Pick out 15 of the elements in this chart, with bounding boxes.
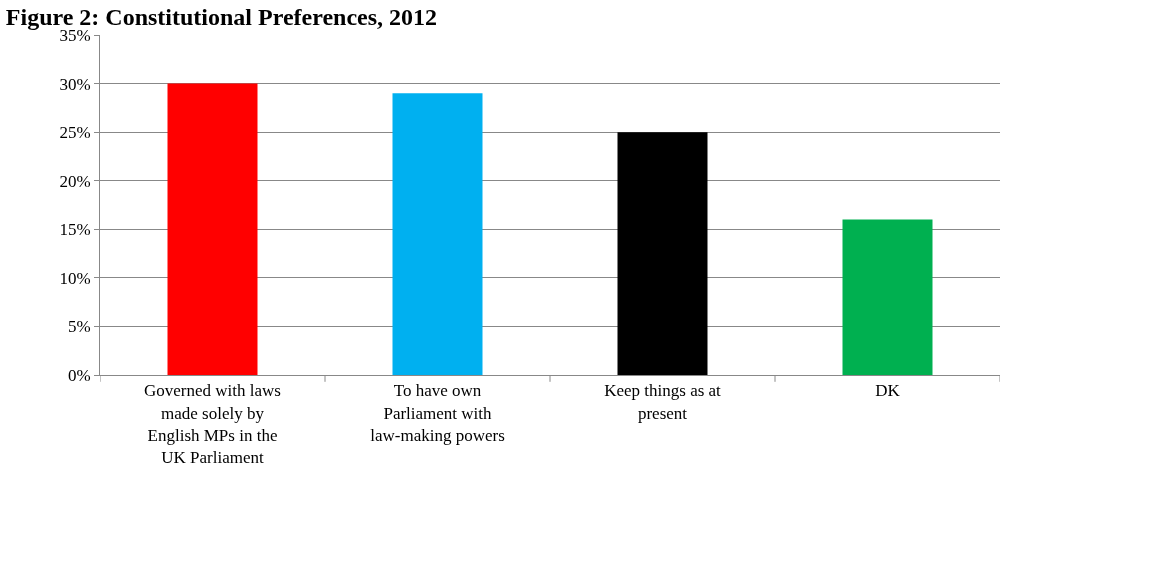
y-tick-label: 20% (59, 171, 91, 191)
x-tick-label: To have own Parliament with law-making powers (370, 381, 505, 445)
y-tick-label: 5% (67, 317, 91, 337)
bar (617, 132, 708, 375)
bar (392, 93, 483, 375)
bar (842, 219, 933, 375)
y-tick-label: 30% (59, 74, 91, 94)
y-tick-label: 25% (59, 123, 91, 143)
y-tick-label: 15% (59, 220, 91, 240)
x-tick-label: DK (875, 381, 901, 401)
x-tick-label: Keep things as at present (604, 381, 722, 423)
x-tick-label: Governed with laws made solely by English MPs in the UK Parliament (144, 381, 281, 467)
bar (167, 83, 258, 375)
y-tick-label: 10% (59, 268, 91, 288)
y-tick-label: 0% (67, 365, 91, 385)
